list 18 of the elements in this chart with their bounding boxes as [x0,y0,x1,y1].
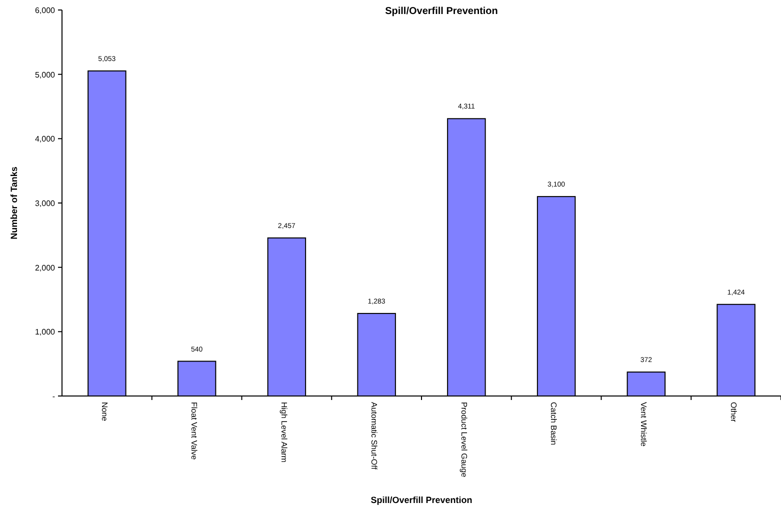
x-axis-title: Spill/Overfill Prevention [370,495,472,505]
y-tick-label: 1,000 [34,328,56,337]
y-axis-title: Number of Tanks [9,166,19,240]
x-tick-label: High Level Alarm [280,402,289,463]
x-tick-label: Automatic Shut-Off [369,402,378,470]
y-tick-label: 6,000 [34,6,56,15]
y-tick-label: 5,000 [34,70,56,80]
y-tick-label: - [52,392,56,401]
chart-title: Spill/Overfill Prevention [385,6,498,17]
y-tick-label: 4,000 [34,134,56,144]
x-tick-label: Other [728,402,738,422]
y-tick-label: 3,000 [34,199,56,208]
y-tick-label: 2,000 [34,263,56,272]
x-tick-label: Float Vent Valve [190,402,199,460]
x-tick-label: None [100,402,109,422]
x-tick-label: Product Level Gauge [459,402,468,478]
x-tick-label: Vent Whistle [639,402,648,448]
x-tick-label: Catch Basin [549,402,558,446]
